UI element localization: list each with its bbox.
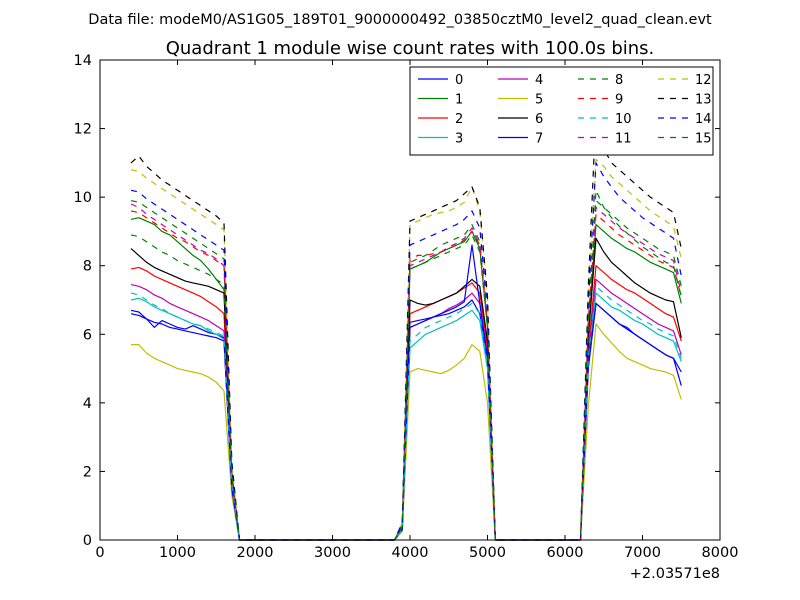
legend-box	[409, 66, 714, 156]
legend-label-6: 6	[535, 112, 543, 127]
series-line-8	[130, 200, 682, 541]
y-tick-label: 0	[83, 533, 92, 549]
legend-label-2: 2	[455, 112, 463, 127]
legend-label-14: 14	[695, 112, 712, 127]
legend-label-7: 7	[535, 132, 543, 147]
legend-label-3: 3	[455, 132, 463, 147]
x-tick-label: 0	[95, 545, 104, 561]
x-tick-label: 2000	[237, 545, 274, 561]
legend-label-5: 5	[535, 93, 543, 108]
series-line-15	[130, 189, 682, 541]
series-line-5	[131, 323, 682, 541]
x-offset-label: +2.03571e8	[630, 566, 720, 582]
series-line-10	[130, 285, 682, 541]
y-tick-label: 6	[83, 327, 92, 343]
y-tick-label: 8	[83, 259, 92, 275]
legend-label-0: 0	[455, 73, 463, 88]
x-tick-label: 5000	[469, 545, 506, 561]
legend-label-9: 9	[615, 93, 623, 108]
legend-label-1: 1	[455, 93, 463, 108]
chart-title: Quadrant 1 module wise count rates with …	[166, 38, 655, 59]
chart-suptitle: Data file: modeM0/AS1G05_189T01_90000004…	[88, 12, 712, 28]
legend-label-15: 15	[695, 132, 712, 147]
y-tick-label: 12	[74, 122, 92, 138]
legend-label-10: 10	[615, 112, 632, 127]
x-tick-label: 3000	[314, 545, 351, 561]
ticks-layer: 0 1000 2000 3000 4000 5000 6000 7000 80000246810…	[74, 53, 739, 561]
y-tick-label: 2	[83, 464, 92, 480]
legend-label-13: 13	[695, 93, 712, 108]
y-tick-label: 4	[83, 396, 92, 412]
series-line-13	[130, 110, 682, 541]
x-tick-label: 8000	[702, 545, 739, 561]
series-line-14	[130, 162, 682, 541]
legend-label-4: 4	[535, 73, 543, 88]
x-tick-label: 7000	[624, 545, 661, 561]
series-layer	[130, 110, 682, 541]
y-tick-label: 14	[74, 53, 92, 69]
legend-label-12: 12	[695, 73, 712, 88]
legend-label-8: 8	[615, 73, 623, 88]
x-tick-label: 1000	[159, 545, 196, 561]
legend-label-11: 11	[615, 132, 632, 147]
x-tick-label: 4000	[392, 545, 429, 561]
x-tick-label: 6000	[547, 545, 584, 561]
y-tick-label: 10	[74, 190, 92, 206]
